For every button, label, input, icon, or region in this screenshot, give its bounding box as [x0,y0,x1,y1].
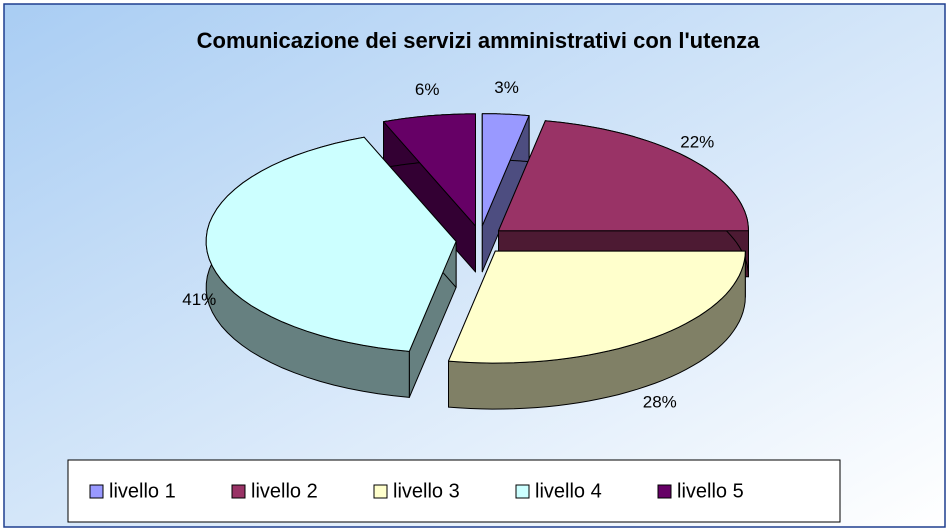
legend-label: livello 1 [109,480,176,502]
slice-top [448,250,746,364]
legend-label: livello 3 [393,480,460,502]
legend: livello 1 livello 2 livello 3 livello 4 live… [89,480,744,502]
legend-swatch [657,484,672,499]
legend-swatch [515,484,530,499]
data-label: 3% [494,78,519,97]
data-labels: 3% 6% 22% 41% 28% [182,78,714,411]
legend-swatch [231,484,246,499]
slice-top [481,113,530,227]
legend-swatch [373,484,388,499]
legend-label: livello 4 [535,480,602,502]
data-label: 6% [415,80,440,99]
slice-top [498,120,749,232]
pie [205,113,749,410]
data-label: 41% [182,290,216,309]
slice-top [205,136,457,352]
legend-swatch [89,484,104,499]
legend-label: livello 5 [677,480,744,502]
pie-slice [448,250,746,410]
pie-slice [205,136,457,398]
data-label: 22% [680,133,714,152]
data-label: 28% [643,393,677,412]
slice-top [383,113,476,227]
chart-title: Comunicazione dei servizi amministrativi… [197,28,760,53]
legend-box [67,459,841,523]
pie-slice [383,113,476,273]
legend-label: livello 2 [251,480,318,502]
